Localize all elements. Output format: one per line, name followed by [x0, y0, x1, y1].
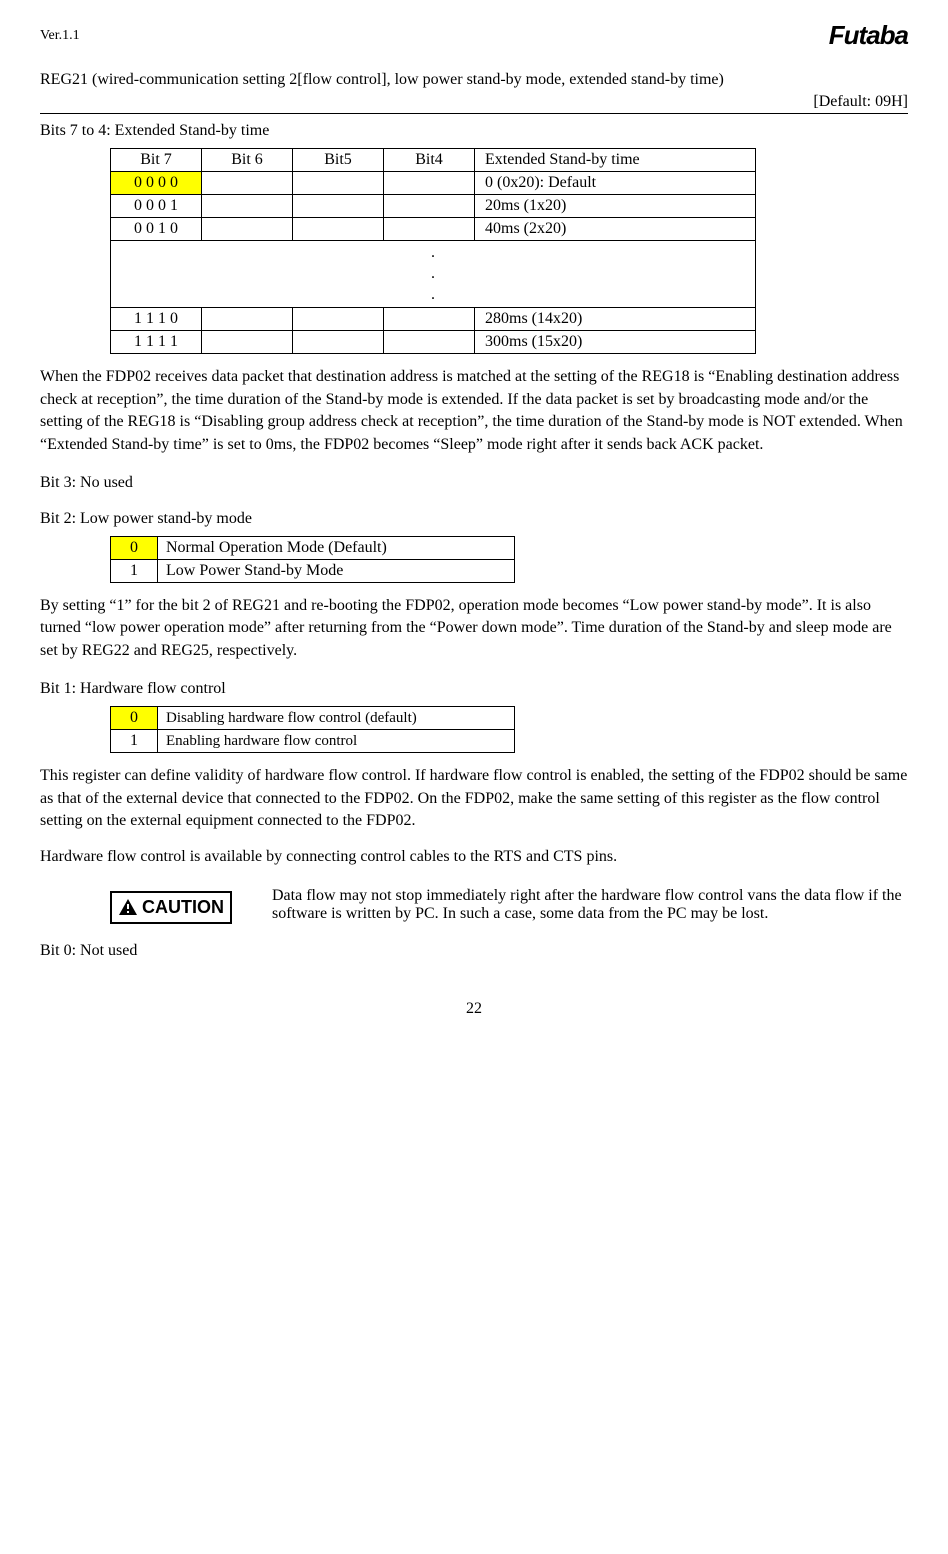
register-title: REG21 (wired-communication setting 2[flo… — [40, 71, 908, 89]
caution-block: CAUTION Data flow may not stop immediate… — [110, 887, 908, 924]
table-row: 0 0 0 0 0 (0x20): Default — [111, 172, 756, 195]
table-row: 0 0 0 1 20ms (1x20) — [111, 195, 756, 218]
bit-0-section: Bit 0: Not used — [40, 942, 908, 960]
bit-1-paragraph-1: This register can define validity of har… — [40, 765, 908, 832]
bit-0-heading: Bit 0: Not used — [40, 942, 908, 960]
bits-7-4-heading: Bits 7 to 4: Extended Stand-by time — [40, 122, 908, 140]
bit-1-heading: Bit 1: Hardware flow control — [40, 680, 908, 698]
page-header: Ver.1.1 Futaba — [40, 20, 908, 51]
caution-text: Data flow may not stop immediately right… — [272, 887, 908, 923]
value-cell: 0 — [111, 707, 158, 730]
desc-cell: 40ms (2x20) — [475, 218, 756, 241]
bits-cell: 0 0 1 0 — [111, 218, 202, 241]
bits-7-4-section: Bits 7 to 4: Extended Stand-by time Bit … — [40, 122, 908, 456]
bit-1-table: 0 Disabling hardware flow control (defau… — [110, 706, 515, 753]
value-cell: 0 — [111, 536, 158, 559]
caution-label: CAUTION — [142, 897, 224, 918]
bit-2-table: 0 Normal Operation Mode (Default) 1 Low … — [110, 536, 515, 583]
bit-3-section: Bit 3: No used — [40, 474, 908, 492]
label-cell: Disabling hardware flow control (default… — [158, 707, 515, 730]
bits-cell: 0 0 0 1 — [111, 195, 202, 218]
col-bit6: Bit 6 — [202, 149, 293, 172]
desc-cell: 300ms (15x20) — [475, 331, 756, 354]
bits-cell: 1 1 1 1 — [111, 331, 202, 354]
label-cell: Enabling hardware flow control — [158, 730, 515, 753]
bit-1-section: Bit 1: Hardware flow control 0 Disabling… — [40, 680, 908, 924]
caution-badge: CAUTION — [110, 891, 232, 924]
label-cell: Normal Operation Mode (Default) — [158, 536, 515, 559]
dots-row: . . . — [111, 241, 756, 308]
bits-cell: 0 0 0 0 — [111, 172, 202, 195]
bit-2-section: Bit 2: Low power stand-by mode 0 Normal … — [40, 510, 908, 662]
bit-3-heading: Bit 3: No used — [40, 474, 908, 492]
desc-cell: 20ms (1x20) — [475, 195, 756, 218]
bits-cell: 1 1 1 0 — [111, 308, 202, 331]
table-row: 1 1 1 0 280ms (14x20) — [111, 308, 756, 331]
value-cell: 1 — [111, 730, 158, 753]
divider — [40, 113, 908, 114]
table-row: 1 Enabling hardware flow control — [111, 730, 515, 753]
label-cell: Low Power Stand-by Mode — [158, 559, 515, 582]
bits-7-4-paragraph: When the FDP02 receives data packet that… — [40, 366, 908, 456]
table-row: 0 Normal Operation Mode (Default) — [111, 536, 515, 559]
page-number: 22 — [40, 1000, 908, 1018]
desc-cell: 280ms (14x20) — [475, 308, 756, 331]
bit-2-paragraph: By setting “1” for the bit 2 of REG21 an… — [40, 595, 908, 662]
table-row: 1 1 1 1 300ms (15x20) — [111, 331, 756, 354]
bit-2-heading: Bit 2: Low power stand-by mode — [40, 510, 908, 528]
table-row: 0 Disabling hardware flow control (defau… — [111, 707, 515, 730]
warning-icon — [118, 898, 138, 916]
table-row: 1 Low Power Stand-by Mode — [111, 559, 515, 582]
default-value: [Default: 09H] — [40, 93, 908, 111]
logo: Futaba — [829, 20, 908, 51]
version-label: Ver.1.1 — [40, 28, 80, 44]
table-row: 0 0 1 0 40ms (2x20) — [111, 218, 756, 241]
col-bit4: Bit4 — [384, 149, 475, 172]
table-header-row: Bit 7 Bit 6 Bit5 Bit4 Extended Stand-by … — [111, 149, 756, 172]
desc-cell: 0 (0x20): Default — [475, 172, 756, 195]
dots-cell: . . . — [111, 241, 756, 308]
extended-standby-table: Bit 7 Bit 6 Bit5 Bit4 Extended Stand-by … — [110, 148, 756, 354]
col-bit5: Bit5 — [293, 149, 384, 172]
value-cell: 1 — [111, 559, 158, 582]
bit-1-paragraph-2: Hardware flow control is available by co… — [40, 846, 908, 868]
col-desc: Extended Stand-by time — [475, 149, 756, 172]
col-bit7: Bit 7 — [111, 149, 202, 172]
